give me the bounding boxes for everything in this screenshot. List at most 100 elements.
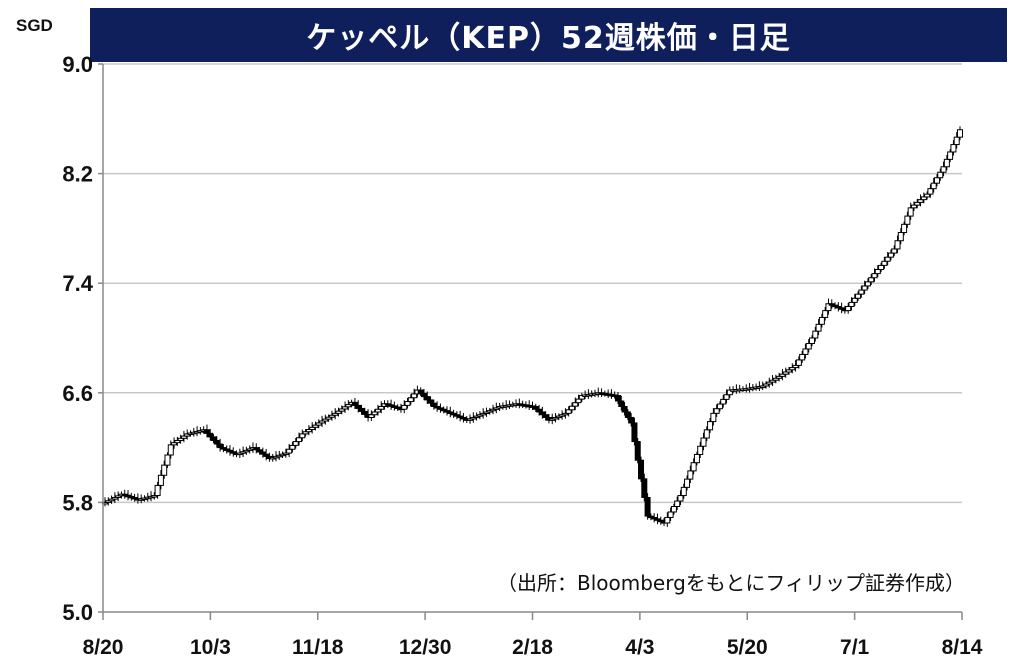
- candle-body: [927, 188, 934, 195]
- candle-body: [776, 375, 783, 379]
- candle-body: [700, 437, 707, 447]
- candle-body: [312, 424, 319, 428]
- candle-body: [332, 412, 339, 416]
- candle-body: [440, 408, 447, 412]
- candle-body: [444, 410, 450, 413]
- candle-body: [792, 364, 799, 369]
- candle-body: [374, 408, 381, 413]
- candle-body: [950, 144, 957, 153]
- candle-body: [460, 416, 467, 420]
- candle-body: [575, 398, 582, 404]
- candle-body: [881, 260, 888, 266]
- candle-body: [207, 432, 214, 438]
- candle-body: [447, 411, 454, 414]
- candle-body: [871, 273, 878, 279]
- candle-body: [328, 414, 335, 418]
- candle-body: [240, 451, 247, 454]
- candle-body: [243, 449, 250, 453]
- candle-body: [838, 307, 845, 310]
- candle-body: [894, 240, 901, 250]
- candle-body: [457, 415, 464, 419]
- candle-body: [654, 518, 661, 521]
- candle-body: [230, 451, 237, 454]
- x-tick-label: 4/3: [625, 636, 654, 659]
- candle-body: [947, 151, 954, 160]
- candle-body: [213, 439, 220, 445]
- candle-body: [358, 407, 365, 412]
- candle-body: [818, 316, 825, 325]
- candle-body: [897, 232, 904, 242]
- candle-body: [292, 441, 299, 446]
- x-tick-label: 8/14: [942, 636, 983, 659]
- candle-body: [180, 435, 187, 439]
- candle-body: [802, 348, 809, 355]
- candle-body: [618, 400, 625, 407]
- candle-body: [638, 459, 645, 480]
- candle-body: [174, 439, 181, 444]
- candle-body: [634, 441, 641, 461]
- candle-body: [164, 454, 171, 466]
- candle-body: [615, 395, 621, 402]
- candle-body: [657, 519, 664, 523]
- candle-body: [305, 429, 312, 433]
- candle-body: [874, 269, 881, 275]
- candle-body: [832, 304, 839, 308]
- candle-body: [226, 449, 233, 453]
- candle-body: [167, 444, 174, 456]
- candle-body: [151, 495, 158, 498]
- candle-body: [424, 396, 431, 401]
- candle-body: [371, 411, 378, 416]
- candle-body: [848, 301, 855, 307]
- candle-body: [246, 448, 253, 451]
- candle-body: [805, 342, 812, 350]
- candle-body: [904, 215, 911, 225]
- candle-body: [568, 405, 575, 411]
- candle-body: [690, 462, 697, 472]
- candle-body: [450, 412, 457, 416]
- candle-body: [286, 448, 293, 454]
- y-tick-label: 8.2: [62, 162, 93, 187]
- chart-title: ケッペル（KEP）52週株価・日足: [90, 8, 1007, 62]
- candle-body: [532, 406, 539, 410]
- candle-body: [417, 389, 424, 394]
- candle-body: [940, 166, 947, 173]
- candle-body: [319, 420, 326, 424]
- candle-body: [210, 436, 217, 441]
- candle-body: [315, 422, 322, 426]
- candle-body: [680, 486, 687, 497]
- candle-body: [933, 177, 940, 184]
- candle-body: [542, 414, 549, 418]
- candle-body: [864, 281, 871, 287]
- candle-body: [786, 369, 792, 373]
- candle-body: [220, 447, 227, 450]
- source-note: （出所：Bloombergをもとにフィリップ証券作成）: [497, 571, 965, 595]
- candle-body: [253, 447, 260, 451]
- candle-body: [555, 415, 562, 419]
- candle-body: [809, 337, 816, 344]
- candle-body: [628, 416, 635, 424]
- candle-body: [887, 252, 894, 258]
- candle-body: [713, 408, 720, 414]
- candle-body: [861, 285, 868, 291]
- candle-body: [345, 404, 352, 408]
- candle-body: [223, 448, 230, 451]
- candle-body: [697, 445, 704, 455]
- candle-body: [368, 414, 375, 418]
- candle-body: [920, 196, 927, 201]
- candle-body: [825, 303, 832, 312]
- candle-body: [858, 289, 865, 295]
- gridlines: [103, 63, 962, 504]
- y-tick-label: 7.4: [62, 271, 93, 296]
- candle-body: [693, 453, 700, 464]
- candle-body: [851, 297, 858, 303]
- candle-body: [884, 256, 891, 262]
- candle-body: [161, 464, 168, 476]
- x-tick-label: 8/20: [83, 636, 124, 659]
- candle-body: [943, 158, 950, 168]
- candle-body: [769, 379, 776, 383]
- candle-body: [723, 394, 730, 400]
- candle-body: [677, 495, 684, 502]
- candle-body: [710, 412, 717, 423]
- candle-body: [282, 452, 289, 456]
